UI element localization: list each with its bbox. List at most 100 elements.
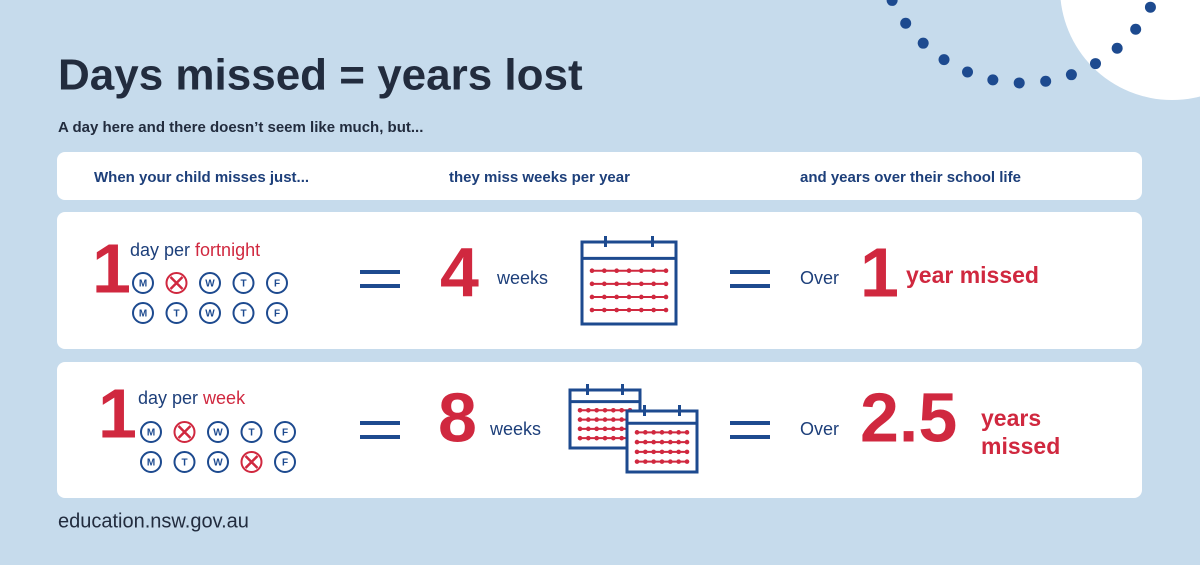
- day-letter: F: [282, 428, 288, 439]
- calendar-day: [619, 435, 624, 441]
- day-circle: [232, 302, 255, 324]
- calendar-day: [626, 268, 632, 274]
- decor-dot: [938, 54, 950, 66]
- calendar-day: [614, 294, 619, 300]
- frequency-label: day per week: [138, 388, 246, 408]
- calendar-day: [594, 426, 599, 432]
- calendar-day: [611, 417, 616, 422]
- over-label: Over: [800, 419, 839, 439]
- day-circle: [274, 421, 296, 443]
- day-circle: [274, 451, 296, 473]
- weeks-number: 4: [440, 233, 479, 311]
- calendar-day: [602, 294, 607, 300]
- calendar-day: [643, 430, 648, 435]
- calendar-day: [577, 417, 583, 422]
- calendar-day: [639, 307, 644, 313]
- weeks-unit: weeks: [489, 419, 541, 439]
- decor-dot: [1090, 58, 1101, 70]
- weeks-unit: weeks: [496, 268, 548, 288]
- day-letter: M: [139, 309, 147, 320]
- day-letter: T: [248, 428, 254, 439]
- day-circle: [232, 272, 255, 294]
- day-circle: [199, 302, 221, 324]
- day-letter: F: [274, 279, 280, 290]
- calendar-day: [602, 435, 608, 441]
- calendar-day: [651, 439, 656, 445]
- calendar-day: [659, 439, 665, 445]
- calendar-day: [676, 439, 681, 445]
- calendar-day: [659, 430, 665, 435]
- day-count: 1: [92, 229, 131, 307]
- calendar-day: [614, 268, 619, 274]
- calendar-day: [611, 408, 616, 413]
- decor-circle: [1060, 0, 1200, 100]
- row: 1 day per week M W T F M T W F 8 weeks Over 2.5 yearsmi…: [57, 362, 1142, 498]
- day-letter: F: [282, 458, 288, 469]
- decor-dot: [917, 37, 929, 49]
- calendar-day: [651, 449, 656, 455]
- calendar-day: [586, 435, 591, 441]
- years-unit: years: [981, 405, 1041, 431]
- calendar-day: [676, 449, 681, 455]
- calendar-day: [643, 459, 648, 464]
- column-header: they miss weeks per year: [449, 169, 630, 186]
- decor-dot: [987, 74, 999, 86]
- over-label: Over: [800, 268, 839, 288]
- calendar-day: [614, 281, 619, 287]
- calendar-day: [663, 294, 669, 300]
- calendar-day: [639, 294, 644, 300]
- calendar-day: [586, 426, 591, 432]
- day-circle: [266, 302, 288, 324]
- calendar-day: [676, 430, 681, 435]
- calendar-day: [668, 449, 673, 455]
- period: week: [202, 388, 246, 408]
- footer-url: education.nsw.gov.au: [58, 510, 249, 532]
- calendar-day: [651, 430, 656, 435]
- day-letter: T: [181, 458, 187, 469]
- day-letter: W: [213, 428, 223, 439]
- calendar-day: [668, 459, 673, 464]
- column-header: When your child misses just...: [94, 169, 309, 186]
- day-letter: W: [205, 279, 215, 290]
- calendar-day: [634, 459, 640, 464]
- column-header-box: [57, 152, 1142, 200]
- calendar-day: [663, 268, 669, 274]
- calendar-day: [651, 459, 656, 464]
- calendar-day: [619, 417, 624, 422]
- day-circle: [132, 302, 154, 324]
- calendar-day: [663, 307, 669, 313]
- decor-dot: [1130, 23, 1142, 35]
- missed-day: [173, 421, 196, 443]
- calendar-day: [586, 417, 591, 422]
- calendar-day: [594, 417, 599, 422]
- calendar-day: [602, 268, 607, 274]
- day-circle: [140, 451, 162, 473]
- calendar-day: [589, 268, 595, 274]
- calendar-day: [602, 281, 607, 287]
- calendar-day: [626, 281, 632, 287]
- calendar-day: [602, 307, 607, 313]
- years-unit: missed: [981, 433, 1060, 459]
- missed-day: [165, 272, 188, 294]
- day-letter: T: [240, 309, 246, 320]
- decor-dot: [1065, 69, 1077, 81]
- missed-cross: [177, 425, 192, 439]
- calendar-day: [589, 281, 595, 287]
- calendar-day: [594, 408, 599, 413]
- calendar-day: [684, 439, 690, 445]
- decor-dot: [1013, 77, 1025, 89]
- calendar-day: [577, 408, 583, 413]
- decor-dot: [1144, 1, 1156, 13]
- day-letter: M: [139, 279, 147, 290]
- decor-dot: [900, 17, 912, 29]
- calendar-day: [602, 417, 608, 422]
- calendar-day: [684, 430, 690, 435]
- column-header: and years over their school life: [800, 169, 1021, 186]
- frequency: day per: [138, 388, 198, 408]
- decor-dots: [886, 0, 1156, 89]
- subtitle: A day here and there doesn’t seem like m…: [58, 119, 423, 136]
- calendar-day: [626, 307, 632, 313]
